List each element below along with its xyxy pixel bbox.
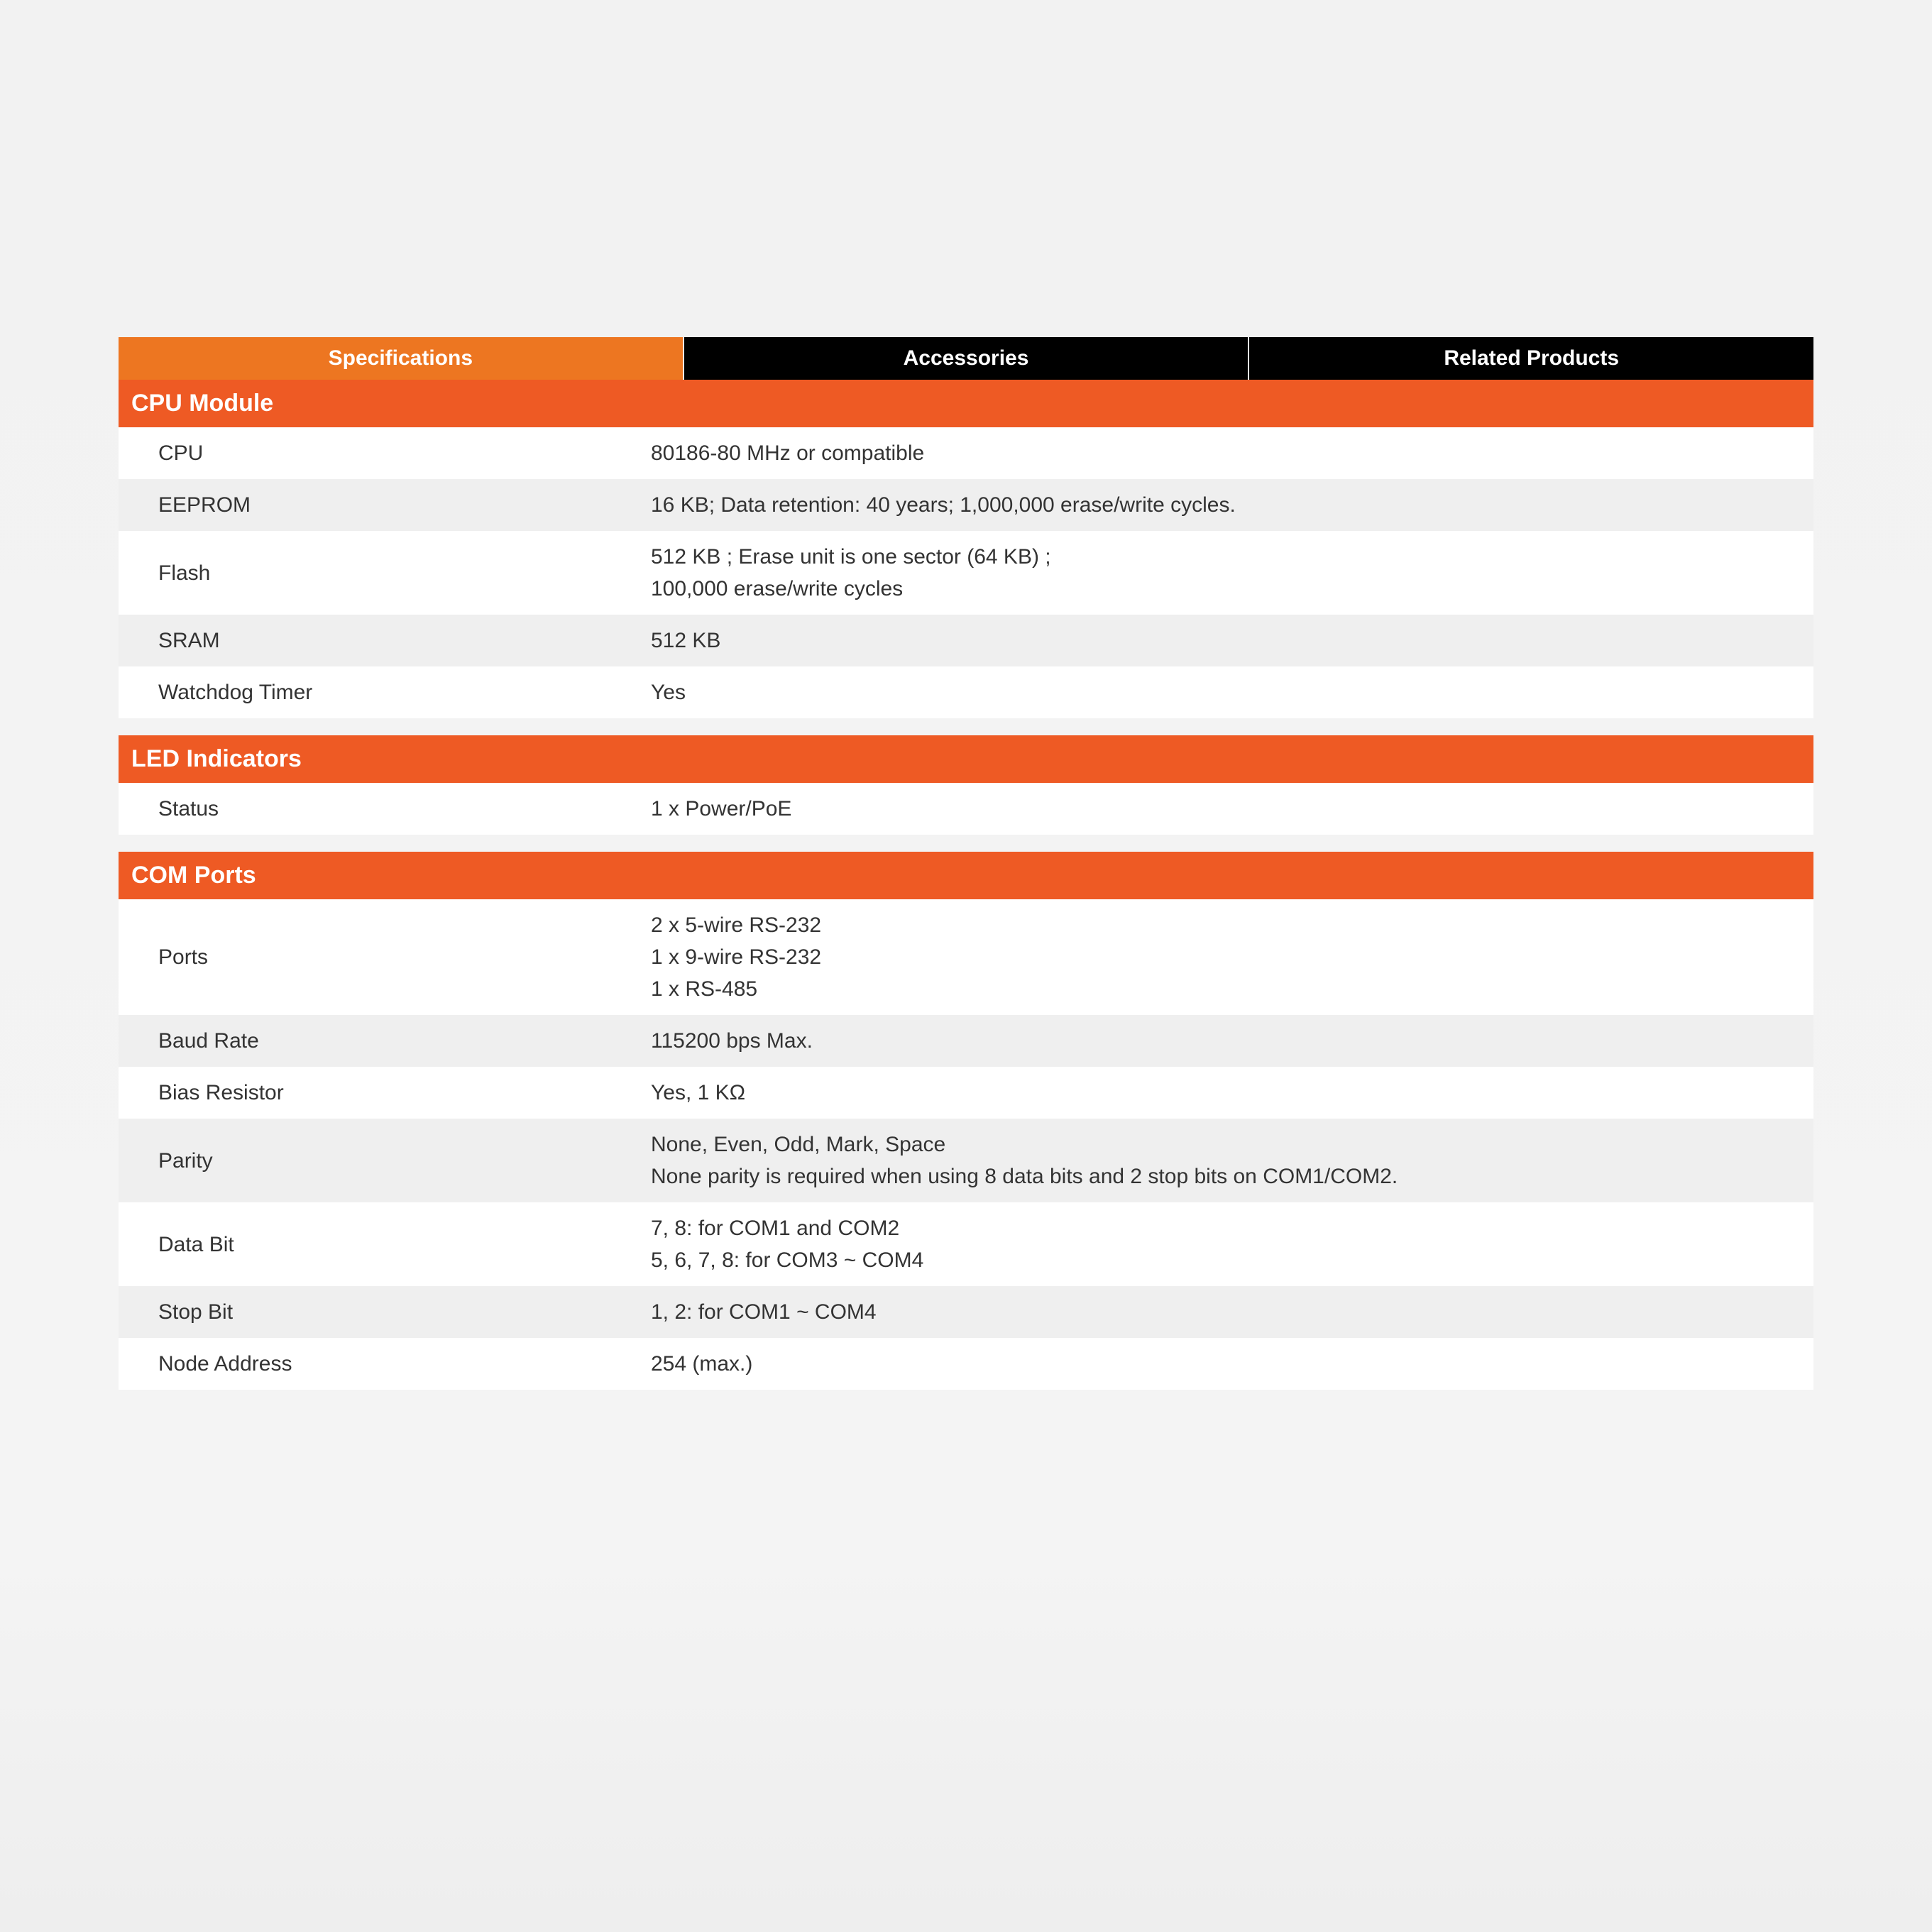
spec-table-wrapper: Specifications Accessories Related Produ… (119, 337, 1813, 1390)
spec-value: Yes, 1 KΩ (651, 1077, 1774, 1109)
spec-value: 16 KB; Data retention: 40 years; 1,000,0… (651, 489, 1774, 521)
spec-label: Flash (158, 541, 651, 605)
spec-label: Node Address (158, 1348, 651, 1380)
spec-value: None, Even, Odd, Mark, Space None parity… (651, 1129, 1774, 1192)
spec-label: EEPROM (158, 489, 651, 521)
table-row: Ports 2 x 5-wire RS-232 1 x 9-wire RS-23… (119, 899, 1813, 1015)
spec-label: Data Bit (158, 1212, 651, 1276)
spec-label: Ports (158, 909, 651, 1005)
spec-label: Status (158, 793, 651, 825)
spec-label: Parity (158, 1129, 651, 1192)
spec-label: Baud Rate (158, 1025, 651, 1057)
table-row: Parity None, Even, Odd, Mark, Space None… (119, 1119, 1813, 1202)
spec-label: Stop Bit (158, 1296, 651, 1328)
spec-value: 512 KB (651, 625, 1774, 657)
section-gap (119, 835, 1813, 852)
section-header-com-ports: COM Ports (119, 852, 1813, 899)
spec-label: Watchdog Timer (158, 676, 651, 708)
table-row: Data Bit 7, 8: for COM1 and COM2 5, 6, 7… (119, 1202, 1813, 1286)
table-row: EEPROM 16 KB; Data retention: 40 years; … (119, 479, 1813, 531)
section-header-cpu-module: CPU Module (119, 380, 1813, 427)
table-row: Watchdog Timer Yes (119, 666, 1813, 718)
spec-label: CPU (158, 437, 651, 469)
spec-value: Yes (651, 676, 1774, 708)
table-row: Flash 512 KB ; Erase unit is one sector … (119, 531, 1813, 615)
table-row: Baud Rate 115200 bps Max. (119, 1015, 1813, 1067)
spec-value: 1, 2: for COM1 ~ COM4 (651, 1296, 1774, 1328)
spec-value: 2 x 5-wire RS-232 1 x 9-wire RS-232 1 x … (651, 909, 1774, 1005)
spec-value: 7, 8: for COM1 and COM2 5, 6, 7, 8: for … (651, 1212, 1774, 1276)
table-row: SRAM 512 KB (119, 615, 1813, 666)
spec-label: Bias Resistor (158, 1077, 651, 1109)
spec-value: 1 x Power/PoE (651, 793, 1774, 825)
spec-value: 512 KB ; Erase unit is one sector (64 KB… (651, 541, 1774, 605)
tab-bar: Specifications Accessories Related Produ… (119, 337, 1813, 380)
table-row: Node Address 254 (max.) (119, 1338, 1813, 1390)
section-header-led-indicators: LED Indicators (119, 735, 1813, 783)
tab-specifications[interactable]: Specifications (119, 337, 683, 380)
table-row: CPU 80186-80 MHz or compatible (119, 427, 1813, 479)
spec-value: 80186-80 MHz or compatible (651, 437, 1774, 469)
spec-value: 115200 bps Max. (651, 1025, 1774, 1057)
section-gap (119, 718, 1813, 735)
tab-related-products[interactable]: Related Products (1249, 337, 1813, 380)
spec-value: 254 (max.) (651, 1348, 1774, 1380)
table-row: Status 1 x Power/PoE (119, 783, 1813, 835)
tab-accessories[interactable]: Accessories (684, 337, 1248, 380)
spec-label: SRAM (158, 625, 651, 657)
table-row: Stop Bit 1, 2: for COM1 ~ COM4 (119, 1286, 1813, 1338)
table-row: Bias Resistor Yes, 1 KΩ (119, 1067, 1813, 1119)
